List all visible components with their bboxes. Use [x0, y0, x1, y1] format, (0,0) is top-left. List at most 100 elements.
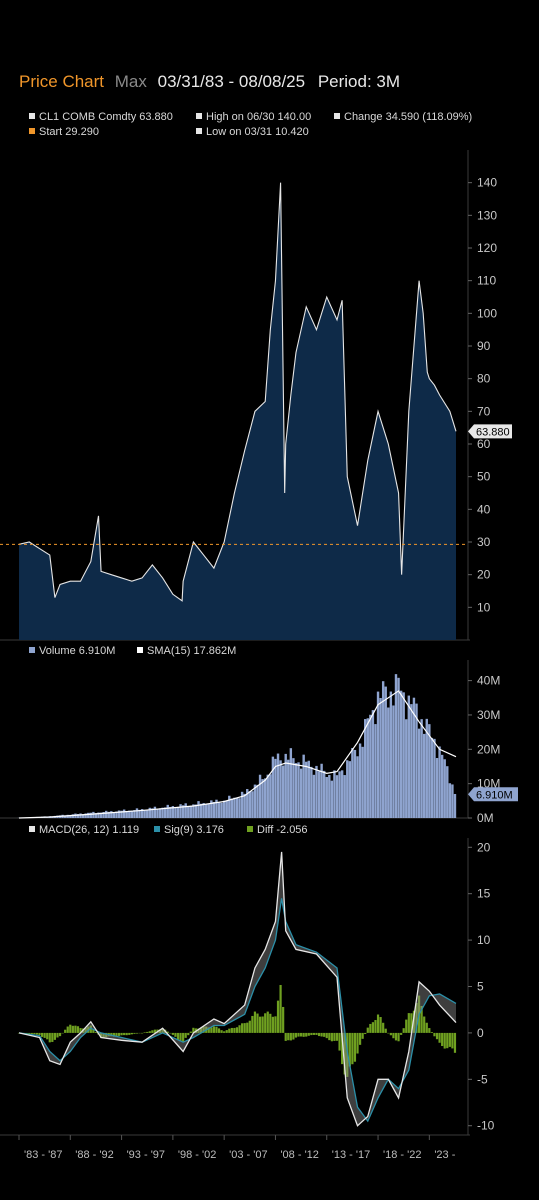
- diff-bar: [53, 1032, 57, 1040]
- diff-bar: [410, 1013, 413, 1033]
- diff-bar: [323, 1032, 326, 1037]
- volume-bar: [228, 795, 231, 818]
- diff-bar: [287, 1032, 290, 1041]
- volume-bar: [174, 807, 177, 818]
- price-y-tick-label: 10: [477, 600, 491, 614]
- diff-bar: [202, 1026, 205, 1033]
- macd-y-tick-label: 20: [477, 840, 491, 854]
- legend-change-text: Change 34.590 (118.09%): [344, 111, 473, 123]
- price-line: [18, 182, 457, 602]
- legend-swatch-start: [29, 128, 35, 134]
- diff-bar: [256, 1013, 259, 1033]
- volume-bar: [56, 815, 59, 818]
- volume-bar: [51, 816, 54, 818]
- volume-bar: [171, 806, 175, 818]
- diff-bar: [276, 1000, 280, 1033]
- volume-bar: [397, 677, 400, 818]
- diff-bar: [420, 1005, 423, 1033]
- volume-bar: [133, 810, 136, 818]
- legend-sig-text: Sig(9) 3.176: [164, 824, 224, 836]
- diff-bar: [400, 1032, 403, 1035]
- volume-bar: [66, 814, 69, 818]
- diff-bar: [364, 1032, 367, 1035]
- volume-bar: [307, 760, 310, 818]
- diff-bar: [271, 1016, 274, 1033]
- volume-bar: [238, 798, 241, 818]
- volume-y-tick-label: 40M: [477, 674, 500, 688]
- diff-bar: [115, 1032, 118, 1037]
- diff-bar: [338, 1032, 341, 1051]
- diff-bar: [302, 1032, 305, 1037]
- macd-line: [18, 851, 457, 1127]
- last-volume-badge: [468, 787, 518, 802]
- volume-bar: [340, 770, 344, 818]
- volume-panel: 0M 10M 20M 30M 40M 6.910M: [0, 660, 518, 825]
- price-y-tick-label: 90: [477, 339, 491, 353]
- legend-low-text: Low on 03/31 10.420: [206, 126, 309, 138]
- volume-bar: [302, 754, 305, 818]
- diff-bar: [415, 1002, 418, 1033]
- volume-bar: [187, 805, 190, 818]
- volume-bar: [33, 817, 36, 818]
- diff-bar: [102, 1032, 105, 1038]
- diff-bar: [192, 1027, 195, 1033]
- diff-bar: [317, 1032, 321, 1037]
- volume-bar: [122, 809, 126, 818]
- volume-bar: [289, 748, 293, 818]
- volume-bar: [197, 801, 200, 818]
- diff-bar: [117, 1032, 121, 1036]
- volume-bar: [351, 747, 354, 818]
- volume-bar: [256, 784, 259, 818]
- legend-high-text: High on 06/30 140.00: [206, 111, 312, 123]
- legend-swatch-macd: [29, 826, 35, 832]
- macd-signal-band: [19, 851, 456, 1126]
- diff-bar: [389, 1032, 392, 1036]
- price-y-tick-label: 50: [477, 470, 491, 484]
- diff-bar: [343, 1032, 346, 1075]
- volume-bar: [420, 719, 423, 818]
- price-y-tick-label: 140: [477, 176, 497, 190]
- volume-bar: [276, 753, 280, 818]
- volume-bar: [215, 799, 218, 818]
- diff-bar: [143, 1032, 146, 1033]
- volume-bar: [376, 691, 380, 818]
- diff-bar: [146, 1031, 149, 1033]
- volume-bar: [46, 816, 49, 818]
- volume-bar: [246, 789, 249, 818]
- volume-bar: [220, 802, 223, 818]
- volume-bar: [205, 804, 208, 818]
- legend-low: Low on 03/31 10.420: [196, 126, 309, 138]
- diff-bar: [446, 1032, 449, 1049]
- diff-bar: [135, 1032, 139, 1034]
- volume-bar: [333, 770, 336, 818]
- volume-bar: [184, 803, 187, 818]
- volume-y-tick-label: 20M: [477, 742, 500, 756]
- diff-bar: [210, 1027, 213, 1033]
- last-price-badge: [468, 424, 512, 439]
- diff-bar: [297, 1032, 300, 1037]
- diff-bar: [82, 1028, 85, 1033]
- volume-bar: [40, 816, 44, 818]
- diff-bar: [187, 1032, 190, 1036]
- price-y-tick-label: 110: [477, 274, 496, 288]
- volume-bar: [107, 811, 110, 818]
- x-tick-label: '83 - '87: [24, 1149, 62, 1161]
- volume-bar: [343, 775, 346, 818]
- range-mode-button[interactable]: Max: [114, 72, 147, 91]
- period-selector[interactable]: Period: 3M: [317, 72, 401, 91]
- diff-bar: [251, 1015, 254, 1033]
- volume-bar: [151, 808, 154, 818]
- volume-bar: [161, 807, 164, 818]
- volume-bar: [248, 791, 252, 818]
- legend-start: Start 29.290: [29, 126, 99, 138]
- diff-bar: [220, 1030, 223, 1033]
- diff-bar: [125, 1032, 128, 1036]
- x-axis: '83 - '87 '88 - '92 '93 - '97 '98 - '02 '03 …: [18, 1135, 456, 1161]
- volume-bar: [115, 811, 118, 818]
- diff-bar: [453, 1032, 457, 1053]
- volume-bar: [235, 797, 239, 818]
- volume-bar: [43, 816, 46, 818]
- legend-start-text: Start 29.290: [39, 126, 99, 138]
- signal-line: [18, 898, 457, 1123]
